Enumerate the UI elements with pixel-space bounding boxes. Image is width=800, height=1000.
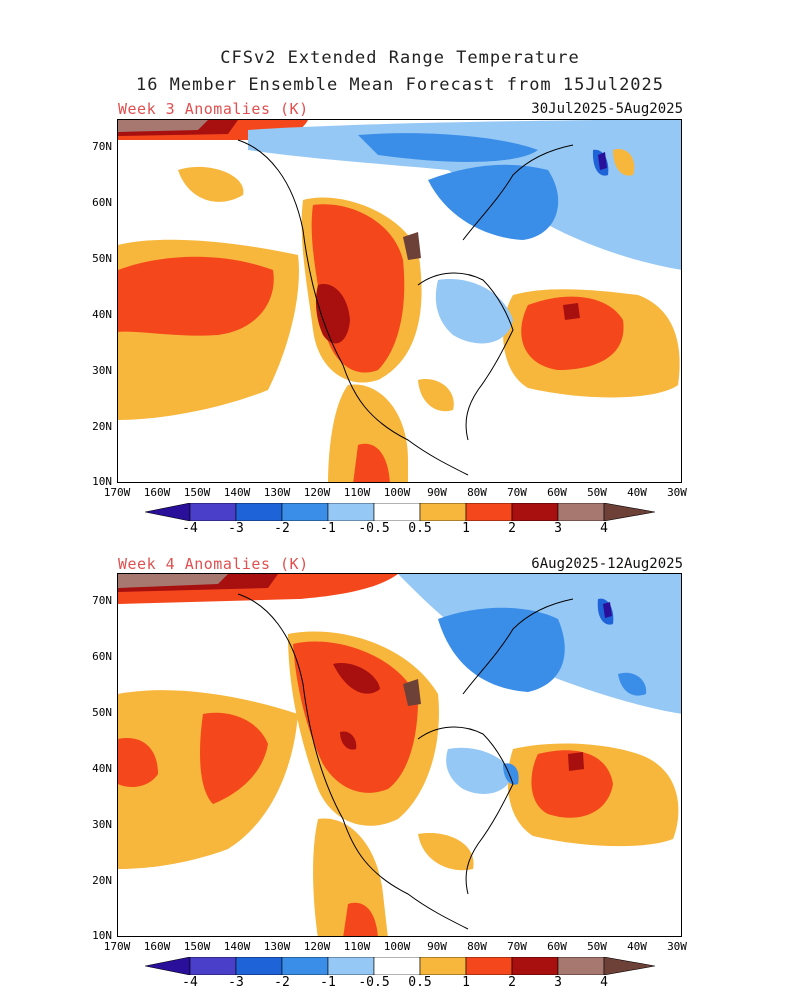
- lat-label-70n: 70N: [92, 140, 112, 153]
- colorbar-week4: [144, 956, 660, 979]
- colorbar-week4-tick: 3: [554, 975, 562, 990]
- lon-label-150w: 150W: [183, 486, 211, 499]
- lon-label-120w: 120W: [303, 940, 331, 953]
- map-week3: [117, 119, 682, 483]
- chart-title: CFSv2 Extended Range Temperature: [220, 48, 580, 68]
- panel-week4-label: Week 4 Anomalies (K): [118, 555, 309, 573]
- colorbar-week4-tick: 0.5: [408, 975, 432, 990]
- lon-label-50w: 50W: [587, 940, 607, 953]
- colorbar-week4-tick: -2: [274, 975, 290, 990]
- lon-label-130w: 130W: [263, 940, 291, 953]
- colorbar-week3-tick: -2: [274, 521, 290, 536]
- lon-label-100w: 100W: [383, 940, 411, 953]
- lon-label-80w: 80W: [467, 486, 487, 499]
- lat-label-60n: 60N: [92, 196, 112, 209]
- lon-label-40w: 40W: [627, 940, 647, 953]
- lat-label-50n: 50N: [92, 706, 112, 719]
- colorbar-week4-tick: -4: [182, 975, 198, 990]
- colorbar-week4-tick: 1: [462, 975, 470, 990]
- colorbar-week3: [144, 502, 660, 525]
- map-week3-shading: [118, 120, 681, 482]
- colorbar-week3-tick: 0.5: [408, 521, 432, 536]
- lat-label-40n: 40N: [92, 308, 112, 321]
- colorbar-week3-tick: -4: [182, 521, 198, 536]
- lat-label-10n: 10N: [92, 929, 112, 942]
- lon-label-120w: 120W: [303, 486, 331, 499]
- lon-label-160w: 160W: [143, 940, 171, 953]
- colorbar-week3-swatches: [144, 502, 656, 522]
- lat-label-70n: 70N: [92, 594, 112, 607]
- lon-label-30w: 30W: [667, 486, 687, 499]
- lon-label-80w: 80W: [467, 940, 487, 953]
- colorbar-week4-swatches: [144, 956, 656, 976]
- lat-label-20n: 20N: [92, 874, 112, 887]
- lat-label-60n: 60N: [92, 650, 112, 663]
- chart-subtitle: 16 Member Ensemble Mean Forecast from 15…: [135, 75, 665, 95]
- lon-label-40w: 40W: [627, 486, 647, 499]
- colorbar-week4-tick: -3: [228, 975, 244, 990]
- lon-label-60w: 60W: [547, 940, 567, 953]
- lon-label-130w: 130W: [263, 486, 291, 499]
- lon-label-100w: 100W: [383, 486, 411, 499]
- lon-label-30w: 30W: [667, 940, 687, 953]
- lat-label-30n: 30N: [92, 818, 112, 831]
- lon-label-140w: 140W: [223, 940, 251, 953]
- lon-label-140w: 140W: [223, 486, 251, 499]
- colorbar-week4-tick: 4: [600, 975, 608, 990]
- lat-label-40n: 40N: [92, 762, 112, 775]
- lon-label-170w: 170W: [103, 486, 131, 499]
- panel-week3-date-range: 30Jul2025-5Aug2025: [531, 101, 683, 117]
- colorbar-week3-tick: -1: [320, 521, 336, 536]
- lat-label-30n: 30N: [92, 364, 112, 377]
- lon-label-110w: 110W: [343, 486, 371, 499]
- colorbar-week4-tick: -1: [320, 975, 336, 990]
- map-week4-shading: [118, 574, 681, 936]
- colorbar-week3-tick: 2: [508, 521, 516, 536]
- colorbar-week3-tick: 1: [462, 521, 470, 536]
- colorbar-week3-tick: -0.5: [358, 521, 390, 536]
- lon-label-90w: 90W: [427, 940, 447, 953]
- map-week4: [117, 573, 682, 937]
- lon-label-50w: 50W: [587, 486, 607, 499]
- lon-label-160w: 160W: [143, 486, 171, 499]
- lon-label-170w: 170W: [103, 940, 131, 953]
- lon-label-90w: 90W: [427, 486, 447, 499]
- lon-label-60w: 60W: [547, 486, 567, 499]
- colorbar-week4-tick: 2: [508, 975, 516, 990]
- colorbar-week3-tick: 4: [600, 521, 608, 536]
- colorbar-week3-tick: 3: [554, 521, 562, 536]
- panel-week3-label: Week 3 Anomalies (K): [118, 100, 309, 118]
- lat-label-50n: 50N: [92, 252, 112, 265]
- lat-label-20n: 20N: [92, 420, 112, 433]
- lon-label-110w: 110W: [343, 940, 371, 953]
- colorbar-week3-tick: -3: [228, 521, 244, 536]
- colorbar-week4-tick: -0.5: [358, 975, 390, 990]
- lat-label-10n: 10N: [92, 475, 112, 488]
- lon-label-150w: 150W: [183, 940, 211, 953]
- lon-label-70w: 70W: [507, 940, 527, 953]
- panel-week4-date-range: 6Aug2025-12Aug2025: [531, 556, 683, 572]
- lon-label-70w: 70W: [507, 486, 527, 499]
